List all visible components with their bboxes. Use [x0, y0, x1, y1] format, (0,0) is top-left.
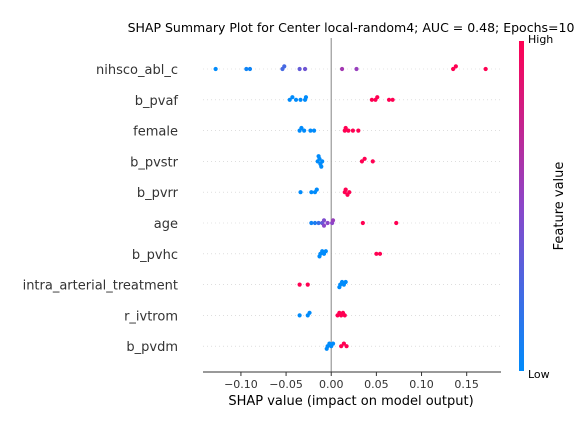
point-b_pvstr-6 [359, 159, 365, 164]
point-female-6 [343, 125, 348, 131]
feature-label-b_pvaf: b_pvaf [135, 94, 179, 109]
point-nihsco_abl_c-0 [213, 66, 218, 72]
x-tick-label-1: −0.05 [269, 378, 303, 391]
feature-label-b_pvhc: b_pvhc [132, 248, 178, 263]
point-female-1 [299, 125, 304, 131]
feature-label-b_pvdm: b_pvdm [126, 340, 178, 355]
feature-label-female: female [133, 125, 178, 140]
feature-label-b_pvrr: b_pvrr [137, 186, 179, 201]
point-b_pvaf-9 [386, 97, 392, 102]
point-b_pvstr-5 [319, 164, 324, 169]
point-b_pvhc-4 [323, 249, 328, 254]
point-age-10 [394, 220, 399, 226]
plot-area: −0.10 −0.05 0.00 0.05 0.10 0.15 nihsco_abl_c b_… [23, 38, 501, 391]
point-intra_arterial_treatment-6 [343, 279, 348, 285]
point-intra_arterial_treatment-0 [297, 282, 302, 287]
colorbar-high-label: High [528, 33, 553, 46]
point-b_pvhc-5 [374, 251, 379, 256]
point-r_ivtrom-2 [307, 310, 312, 315]
point-female-3 [308, 128, 313, 133]
point-nihsco_abl_c-11 [483, 66, 488, 72]
colorbar-title: Feature value [552, 162, 567, 251]
point-b_pvaf-5 [303, 95, 309, 100]
point-b_pvrr-3 [314, 187, 319, 192]
point-b_pvaf-8 [375, 95, 380, 100]
point-b_pvaf-1 [290, 95, 295, 100]
point-nihsco_abl_c-7 [339, 66, 345, 72]
x-tick-label-2: 0.00 [319, 378, 344, 391]
point-nihsco_abl_c-8 [354, 66, 359, 72]
point-age-8 [330, 218, 336, 223]
point-nihsco_abl_c-6 [302, 66, 308, 72]
feature-label-r_ivtrom: r_ivtrom [124, 309, 178, 324]
point-nihsco_abl_c-10 [453, 64, 458, 69]
point-female-9 [356, 128, 361, 133]
colorbar-gradient [519, 41, 524, 371]
point-age-2 [316, 220, 321, 226]
point-b_pvrr-5 [343, 187, 348, 192]
point-female-7 [346, 128, 351, 133]
point-b_pvdm-3 [324, 346, 329, 351]
point-age-1 [312, 220, 318, 226]
x-tick-label-0: −0.10 [224, 378, 258, 391]
point-nihsco_abl_c-2 [247, 66, 253, 72]
point-r_ivtrom-7 [342, 313, 347, 318]
point-b_pvstr-4 [316, 154, 321, 159]
x-tick-label-3: 0.05 [364, 378, 389, 391]
point-b_pvhc-3 [317, 254, 322, 259]
feature-label-age: age [154, 217, 178, 232]
point-b_pvdm-4 [330, 341, 336, 346]
point-r_ivtrom-0 [297, 313, 302, 318]
point-b_pvstr-8 [370, 159, 375, 164]
x-tick-label-5: 0.15 [454, 378, 479, 391]
feature-label-nihsco_abl_c: nihsco_abl_c [96, 63, 178, 78]
point-b_pvrr-7 [347, 190, 352, 195]
x-tick-label-4: 0.10 [409, 378, 434, 391]
point-nihsco_abl_c-4 [282, 64, 287, 69]
point-b_pvdm-5 [339, 344, 344, 349]
point-b_pvdm-6 [341, 341, 346, 346]
point-b_pvhc-2 [320, 249, 325, 254]
point-age-9 [360, 220, 365, 226]
point-b_pvhc-6 [377, 251, 383, 256]
point-b_pvaf-3 [298, 97, 303, 102]
point-nihsco_abl_c-5 [297, 66, 302, 72]
point-b_pvdm-7 [344, 344, 349, 349]
point-age-7 [321, 223, 327, 228]
point-female-4 [311, 128, 317, 133]
point-b_pvrr-0 [298, 190, 303, 195]
point-nihsco_abl_c-9 [451, 66, 456, 72]
point-intra_arterial_treatment-5 [337, 285, 342, 290]
x-axis-label: SHAP value (impact on model output) [228, 394, 473, 409]
feature-label-b_pvstr: b_pvstr [130, 155, 179, 170]
point-age-0 [309, 220, 314, 226]
feature-label-intra_arterial_treatment: intra_arterial_treatment [23, 279, 178, 294]
point-age-5 [325, 220, 330, 226]
colorbar-low-label: Low [528, 368, 550, 381]
point-female-8 [350, 128, 356, 133]
point-b_pvstr-7 [362, 156, 367, 161]
point-b_pvaf-6 [369, 97, 374, 102]
chart-title: SHAP Summary Plot for Center local-rando… [128, 20, 575, 35]
point-b_pvrr-1 [309, 190, 314, 195]
point-b_pvaf-10 [390, 97, 395, 102]
point-b_pvaf-2 [293, 97, 299, 102]
point-nihsco_abl_c-1 [244, 66, 249, 72]
point-intra_arterial_treatment-1 [305, 282, 310, 287]
point-female-2 [302, 128, 307, 133]
point-age-4 [321, 218, 327, 223]
point-b_pvaf-0 [287, 97, 292, 102]
colorbar: High Low Feature value [519, 33, 567, 381]
